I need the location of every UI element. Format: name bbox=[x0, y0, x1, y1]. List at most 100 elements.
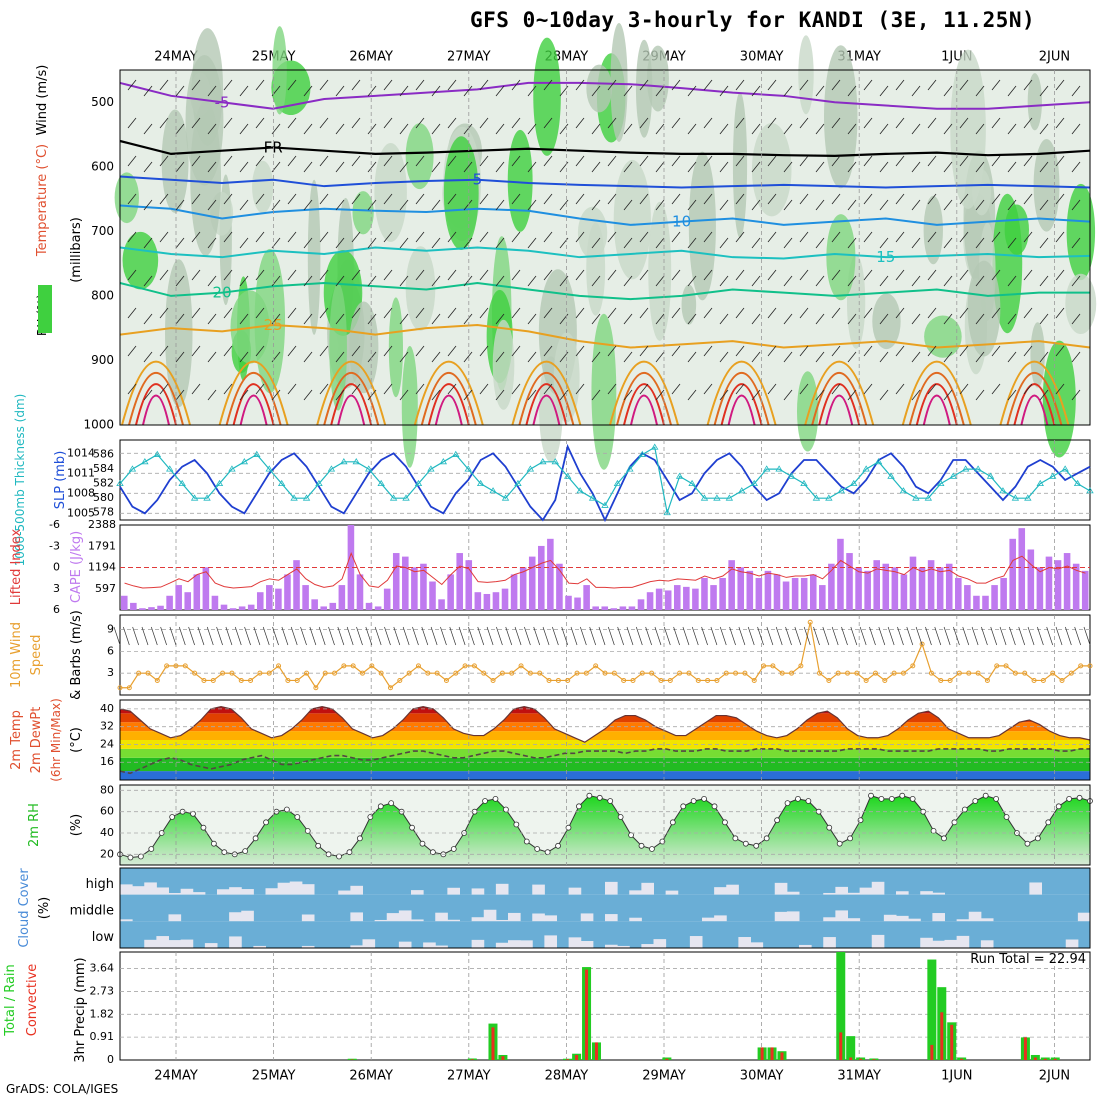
cloud-clear-cell bbox=[241, 910, 254, 922]
rh-blob bbox=[688, 151, 716, 301]
wind-barb bbox=[239, 199, 249, 211]
wind-barb bbox=[495, 351, 505, 363]
wind-barb bbox=[687, 275, 697, 287]
dewpt-axis-label: 2m DewPt bbox=[29, 707, 44, 774]
wind-barb bbox=[1023, 231, 1033, 243]
rh-blob bbox=[646, 45, 669, 112]
wind-barb bbox=[639, 193, 649, 205]
precip-total-bar bbox=[347, 1058, 357, 1060]
wind-barb bbox=[1071, 199, 1081, 211]
cloud-clear-cell bbox=[144, 939, 157, 948]
wind-barb bbox=[607, 269, 617, 281]
rh2m-marker bbox=[137, 853, 144, 860]
wind-barb bbox=[527, 389, 537, 401]
rh-blob bbox=[1066, 183, 1096, 281]
wind-barb bbox=[303, 389, 313, 401]
wind-barb bbox=[127, 193, 137, 205]
wind-barb bbox=[207, 313, 217, 325]
temp-contour-line bbox=[119, 81, 1091, 110]
temp-frame bbox=[119, 699, 1091, 781]
rh2m-marker bbox=[430, 849, 436, 856]
surface-wind-barb bbox=[496, 626, 503, 646]
cloud-clear-cell bbox=[786, 891, 800, 895]
wind-barb bbox=[271, 199, 281, 211]
wind-barb bbox=[735, 193, 745, 205]
wind-barb bbox=[1071, 275, 1081, 287]
boundary-layer-contour bbox=[121, 360, 191, 426]
cape-bar bbox=[664, 590, 672, 610]
surface-wind-barb bbox=[150, 626, 158, 646]
wind-speed-marker bbox=[779, 670, 785, 676]
wind-barb bbox=[863, 383, 873, 395]
wind-speed-marker bbox=[518, 663, 524, 669]
cape-bar bbox=[909, 556, 917, 610]
wind-speed-marker bbox=[789, 670, 795, 676]
wind-speed-marker bbox=[182, 663, 188, 669]
wind-speed-marker bbox=[192, 670, 198, 676]
surface-wind-barb bbox=[552, 626, 559, 646]
wind-barb bbox=[191, 383, 201, 395]
wind-barb bbox=[191, 193, 201, 205]
wind-barb bbox=[831, 269, 841, 281]
wind-barb bbox=[143, 199, 153, 211]
cloud-clear-cell bbox=[168, 940, 182, 948]
rh2m-marker bbox=[1024, 840, 1031, 847]
wind-speed-marker bbox=[210, 677, 216, 683]
wind-barb bbox=[511, 307, 521, 319]
thickness-marker bbox=[240, 458, 249, 465]
wind-barb bbox=[447, 307, 457, 319]
wind-speed-marker bbox=[621, 677, 627, 683]
lifted-index-axis-label: Lifted Index bbox=[9, 528, 24, 605]
boundary-layer-contour bbox=[1020, 394, 1049, 426]
cloud-clear-cell bbox=[277, 882, 291, 895]
thickness-marker bbox=[675, 472, 684, 479]
wind-speed-marker bbox=[928, 670, 934, 676]
wind-barb bbox=[351, 307, 361, 319]
wind-barb bbox=[943, 313, 953, 325]
thickness-marker bbox=[389, 494, 398, 501]
wind-barb bbox=[399, 313, 409, 325]
cloud-clear-cell bbox=[641, 882, 654, 895]
wind-barb bbox=[495, 275, 505, 287]
wind-barb bbox=[127, 307, 137, 319]
bottom-day-label: 2JUN bbox=[1039, 1069, 1070, 1084]
thickness-marker bbox=[116, 479, 124, 487]
boundary-layer-contour bbox=[128, 372, 184, 426]
thickness-marker bbox=[775, 465, 783, 472]
wind-barb bbox=[607, 117, 617, 129]
cloud-clear-cell bbox=[920, 937, 933, 948]
cloud-clear-cell bbox=[204, 943, 218, 948]
surface-wind-barb bbox=[169, 626, 177, 646]
cloud-clear-cell bbox=[714, 915, 727, 922]
cape-bar bbox=[855, 567, 862, 610]
boundary-layer-contour bbox=[1013, 383, 1056, 426]
wind-speed-marker bbox=[667, 677, 673, 683]
cape-bar bbox=[583, 585, 590, 610]
cloud-clear-cell bbox=[398, 910, 412, 922]
wind-barb bbox=[1039, 85, 1049, 97]
wind-barb bbox=[991, 79, 1001, 91]
li-tick-label: 0 bbox=[53, 561, 60, 574]
cloud-row-label: low bbox=[92, 930, 115, 945]
thickness-marker bbox=[1073, 479, 1082, 487]
surface-wind-barb bbox=[589, 626, 597, 646]
wind-barb bbox=[383, 117, 393, 129]
wind-barb bbox=[1055, 193, 1065, 205]
wind-barb bbox=[511, 383, 521, 395]
wind-barb bbox=[767, 383, 777, 395]
temp2m-axis-label: 2m Temp bbox=[9, 710, 24, 770]
wind-barb bbox=[303, 313, 313, 325]
thickness-marker bbox=[190, 494, 199, 501]
wind-barb bbox=[1055, 117, 1065, 129]
boundary-layer-contour bbox=[337, 394, 366, 426]
cloud-clear-cell bbox=[629, 890, 642, 895]
wind-barb bbox=[911, 351, 921, 363]
wind-speed-marker bbox=[639, 670, 645, 676]
wind-barb bbox=[527, 275, 537, 287]
thickness-tick-label: 580 bbox=[93, 491, 114, 504]
wind-barb bbox=[815, 275, 825, 287]
wind-barb bbox=[607, 193, 617, 205]
wind-barb bbox=[943, 275, 953, 287]
cloud-clear-cell bbox=[689, 936, 703, 948]
thickness-marker bbox=[899, 487, 908, 494]
